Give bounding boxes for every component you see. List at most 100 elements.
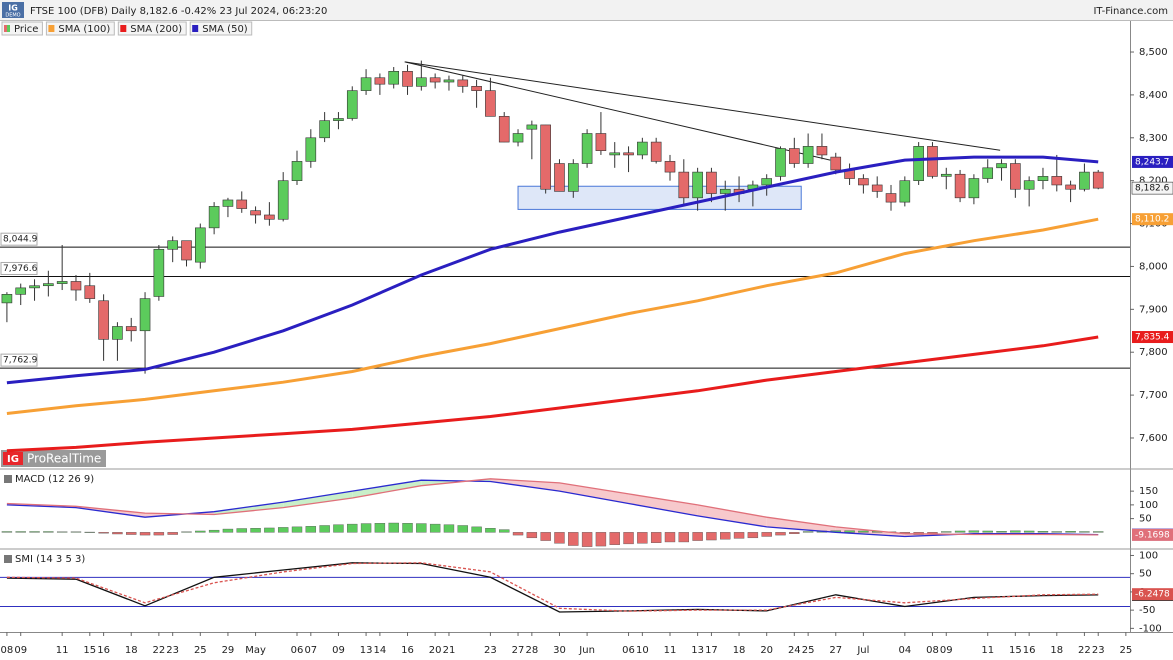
histogram-bar xyxy=(954,530,966,533)
histogram-bar xyxy=(1079,531,1090,533)
histogram-bar xyxy=(277,527,289,533)
histogram-bar xyxy=(402,523,413,533)
value-tag: -9.1698 xyxy=(1135,530,1170,540)
histogram-bar xyxy=(664,532,676,543)
histogram-bar xyxy=(720,532,731,540)
histogram-bar xyxy=(499,529,510,533)
candle-body xyxy=(43,283,54,287)
macd-fill xyxy=(283,491,353,508)
x-tick-label: 23 xyxy=(166,645,179,656)
histogram-bar xyxy=(568,532,579,546)
candle-body xyxy=(374,77,386,85)
legend-box xyxy=(117,21,187,36)
candle-body xyxy=(153,248,165,297)
x-tick-label: 30 xyxy=(553,645,566,656)
histogram-bar xyxy=(153,532,165,536)
trendline xyxy=(404,61,1001,151)
panel-title: SMI (14 3 5 3) xyxy=(15,554,85,565)
y-tick-label: 100 xyxy=(1139,500,1158,511)
candle-body xyxy=(816,146,828,156)
histogram-bar xyxy=(678,532,690,543)
x-tick-label: 28 xyxy=(525,645,538,656)
panel xyxy=(0,60,1130,453)
y-tick-label: 8,500 xyxy=(1139,47,1168,58)
candle-body xyxy=(968,178,980,199)
level-label: 7,976.6 xyxy=(3,264,38,274)
histogram-bar xyxy=(112,532,123,535)
panel-icon xyxy=(4,555,12,563)
candle-body xyxy=(554,163,565,192)
x-tick-label: 25 xyxy=(194,645,207,656)
x-tick-label: 23 xyxy=(484,645,497,656)
x-tick-label: 15 xyxy=(83,645,96,656)
histogram-bar xyxy=(126,532,137,535)
candle-body xyxy=(526,124,538,130)
legend-label: SMA (50) xyxy=(202,24,248,35)
histogram-bar xyxy=(429,523,441,533)
histogram-bar xyxy=(637,532,648,544)
histogram-bar xyxy=(1093,531,1104,533)
x-tick-label: 04 xyxy=(898,645,911,656)
x-tick-label: 22 xyxy=(1078,645,1091,656)
candle-body xyxy=(277,180,289,220)
x-tick-label: 27 xyxy=(829,645,842,656)
x-tick-label: 18 xyxy=(733,645,746,656)
candle-body xyxy=(775,148,786,177)
x-tick-label: 21 xyxy=(443,645,456,656)
candle-body xyxy=(388,71,400,85)
histogram-bar xyxy=(208,529,220,533)
histogram-bar xyxy=(733,532,745,539)
histogram-bar xyxy=(485,528,496,533)
x-tick-label: 13 xyxy=(691,645,704,656)
candle-body xyxy=(581,133,593,164)
panel-title: MACD (12 26 9) xyxy=(15,474,94,485)
histogram-bar xyxy=(1,531,13,533)
candle-body xyxy=(623,152,634,156)
histogram-bar xyxy=(416,523,427,533)
candle-body xyxy=(429,77,441,83)
series-line xyxy=(6,155,1099,385)
candle-body xyxy=(443,79,455,83)
level-label: 8,044.9 xyxy=(3,235,38,245)
candle-body xyxy=(692,171,703,199)
series-line xyxy=(6,478,1099,536)
candle-body xyxy=(360,77,372,91)
histogram-bar xyxy=(941,531,952,533)
histogram-bar xyxy=(650,532,662,543)
histogram-bar xyxy=(512,532,524,536)
x-tick-label: 27 xyxy=(512,645,525,656)
candle-body xyxy=(706,171,717,194)
legend-box xyxy=(189,21,253,36)
histogram-bar xyxy=(858,530,869,533)
candle-body xyxy=(761,178,772,186)
candle-body xyxy=(512,133,524,143)
candle-body xyxy=(305,137,317,162)
y-tick-label: 100 xyxy=(1139,550,1158,561)
y-tick-label: 150 xyxy=(1139,486,1158,497)
value-tag-box xyxy=(1132,588,1173,601)
x-tick-label: 08 xyxy=(926,645,939,656)
x-tick-label: 09 xyxy=(14,645,27,656)
candle-body xyxy=(954,173,966,199)
candle-body xyxy=(789,148,800,164)
x-tick-label: Jul xyxy=(856,645,869,656)
histogram-bar xyxy=(250,528,261,533)
value-tag-box xyxy=(1132,528,1173,541)
candle-body xyxy=(485,90,496,117)
series-line xyxy=(6,562,1099,613)
series-line xyxy=(6,335,1099,453)
value-tag: -6.2478 xyxy=(1135,590,1170,600)
histogram-bar xyxy=(236,528,247,533)
x-tick-label: 11 xyxy=(981,645,994,656)
candle-body xyxy=(678,171,690,199)
macd-fill xyxy=(697,504,767,527)
candle-body xyxy=(167,240,178,250)
chart-title: FTSE 100 (DFB) Daily 8,182.6 -0.42% 23 J… xyxy=(30,6,327,17)
histogram-bar xyxy=(167,532,178,535)
histogram-bar xyxy=(526,532,538,539)
histogram-bar xyxy=(195,530,206,533)
histogram-bar xyxy=(595,532,607,547)
candle-body xyxy=(208,206,220,229)
level-label: 7,762.9 xyxy=(3,356,38,366)
histogram-bar xyxy=(968,530,980,533)
